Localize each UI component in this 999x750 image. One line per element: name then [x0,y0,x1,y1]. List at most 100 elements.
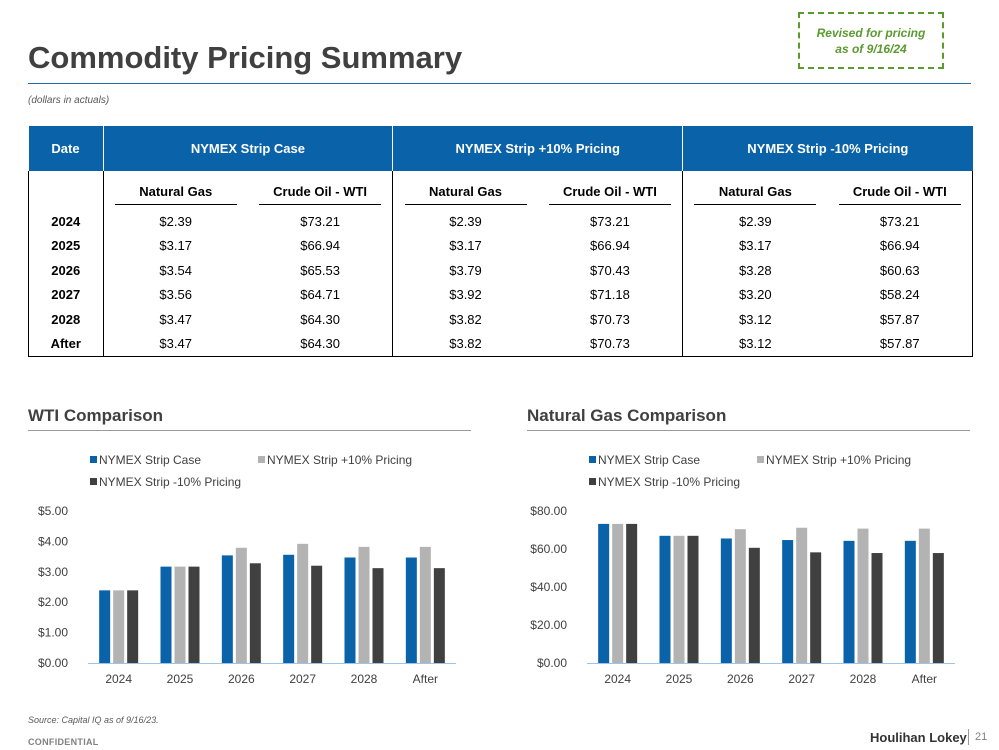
value-cell: $58.24 [827,282,973,307]
x-tick-label: 2025 [666,672,693,686]
y-tick-label: $0.00 [38,656,68,670]
value-cell: $2.39 [392,209,538,234]
y-tick-label: $80.00 [530,504,567,518]
value-cell: $57.87 [827,331,973,357]
value-cell: $3.28 [682,258,828,283]
year-cell: 2026 [28,258,103,283]
subhead-crude-oil: Crude Oil - WTI [838,184,961,205]
x-tick-label: After [413,672,438,686]
value-cell: $57.87 [827,307,973,332]
y-tick-label: $4.00 [38,534,68,548]
value-cell: $60.63 [827,258,973,283]
bar [918,528,930,663]
year-cell: 2024 [28,209,103,234]
value-cell: $3.79 [392,258,538,283]
bar [99,590,111,663]
bar [734,529,746,663]
bar [113,590,125,663]
x-tick-label: 2024 [604,672,631,686]
table-row: 2027 $3.56 $64.71 $3.92 $71.18 $3.20 $58… [28,282,973,307]
bar [419,546,431,663]
value-cell: $3.17 [682,233,828,258]
bar [174,566,186,663]
value-cell: $3.17 [102,233,248,258]
x-tick-label: After [912,672,937,686]
table-subheader-row: Natural Gas Crude Oil - WTI Natural Gas … [28,171,973,209]
value-cell: $73.21 [590,213,630,229]
y-tick-label: $1.00 [38,626,68,640]
page-title: Commodity Pricing Summary [28,40,463,75]
source-note: Source: Capital IQ as of 9/16/23. [28,715,159,725]
legend-label: NYMEX Strip -10% Pricing [598,475,740,489]
legend-label: NYMEX Strip Case [598,453,700,467]
bar [612,523,624,663]
gas-chart-divider [527,430,970,431]
y-tick-label: $5.00 [38,504,68,518]
subhead-natural-gas: Natural Gas [404,184,527,205]
bar [311,565,323,663]
value-cell: $3.17 [392,233,538,258]
value-cell: $64.71 [300,287,340,303]
pricing-table: Date NYMEX Strip Case NYMEX Strip +10% P… [28,126,973,357]
x-tick-label: 2024 [105,672,132,686]
bar [659,535,671,663]
brand-logo: Houlihan Lokey [870,730,967,745]
legend-swatch [90,478,97,485]
bar [405,557,417,663]
value-cell: $3.54 [102,258,248,283]
y-tick-label: $0.00 [537,656,567,670]
minus10-header: NYMEX Strip -10% Pricing [682,126,973,171]
value-cell: $73.21 [300,213,340,229]
value-cell: $3.82 [392,307,538,332]
value-cell: $3.56 [102,282,248,307]
value-cell: $66.94 [590,238,630,254]
legend-swatch [757,456,764,463]
y-tick-label: $40.00 [530,580,567,594]
value-cell: $2.39 [682,209,828,234]
bar [904,540,916,663]
wti-chart-title: WTI Comparison [28,406,164,425]
value-cell: $3.47 [102,307,248,332]
legend-label: NYMEX Strip Case [99,453,201,467]
bar [673,535,685,663]
revised-callout: Revised for pricing as of 9/16/24 [798,12,944,69]
legend-swatch [258,456,265,463]
bar [433,568,445,663]
y-tick-label: $60.00 [530,542,567,556]
revised-line-1: Revised for pricing [816,25,926,40]
value-cell: $2.39 [102,209,248,234]
case-header: NYMEX Strip Case [102,126,393,171]
subhead-natural-gas: Natural Gas [694,184,817,205]
legend-swatch [589,456,596,463]
bar [748,547,760,663]
bar [358,546,370,663]
table-header-row: Date NYMEX Strip Case NYMEX Strip +10% P… [28,126,973,171]
bar [297,543,309,663]
legend-label: NYMEX Strip -10% Pricing [99,475,241,489]
x-tick-label: 2026 [727,672,754,686]
value-cell: $70.73 [590,311,630,327]
value-cell: $70.73 [537,331,683,357]
bar [796,527,808,663]
title-divider [28,83,971,84]
bar [871,553,883,663]
legend-swatch [90,456,97,463]
table-row: 2026 $3.54 $65.53 $3.79 $70.43 $3.28 $60… [28,258,973,283]
x-tick-label: 2025 [167,672,194,686]
value-cell: $70.43 [590,262,630,278]
subhead-natural-gas: Natural Gas [114,184,237,205]
year-cell: 2025 [28,233,103,258]
bar [782,540,794,663]
units-note: (dollars in actuals) [28,95,110,106]
x-tick-label: 2026 [228,672,255,686]
bar [160,566,172,663]
bar [720,538,732,663]
value-cell: $3.12 [682,331,828,357]
wti-chart: NYMEX Strip Case NYMEX Strip +10% Pricing… [38,453,456,686]
table-row: After $3.47 $64.30 $3.82 $70.73 $3.12 $5… [28,331,973,357]
legend-swatch [589,478,596,485]
year-cell: 2028 [28,307,103,332]
page-number: 21 [975,731,988,743]
y-tick-label: $2.00 [38,595,68,609]
revised-line-2: as of 9/16/24 [835,41,907,56]
